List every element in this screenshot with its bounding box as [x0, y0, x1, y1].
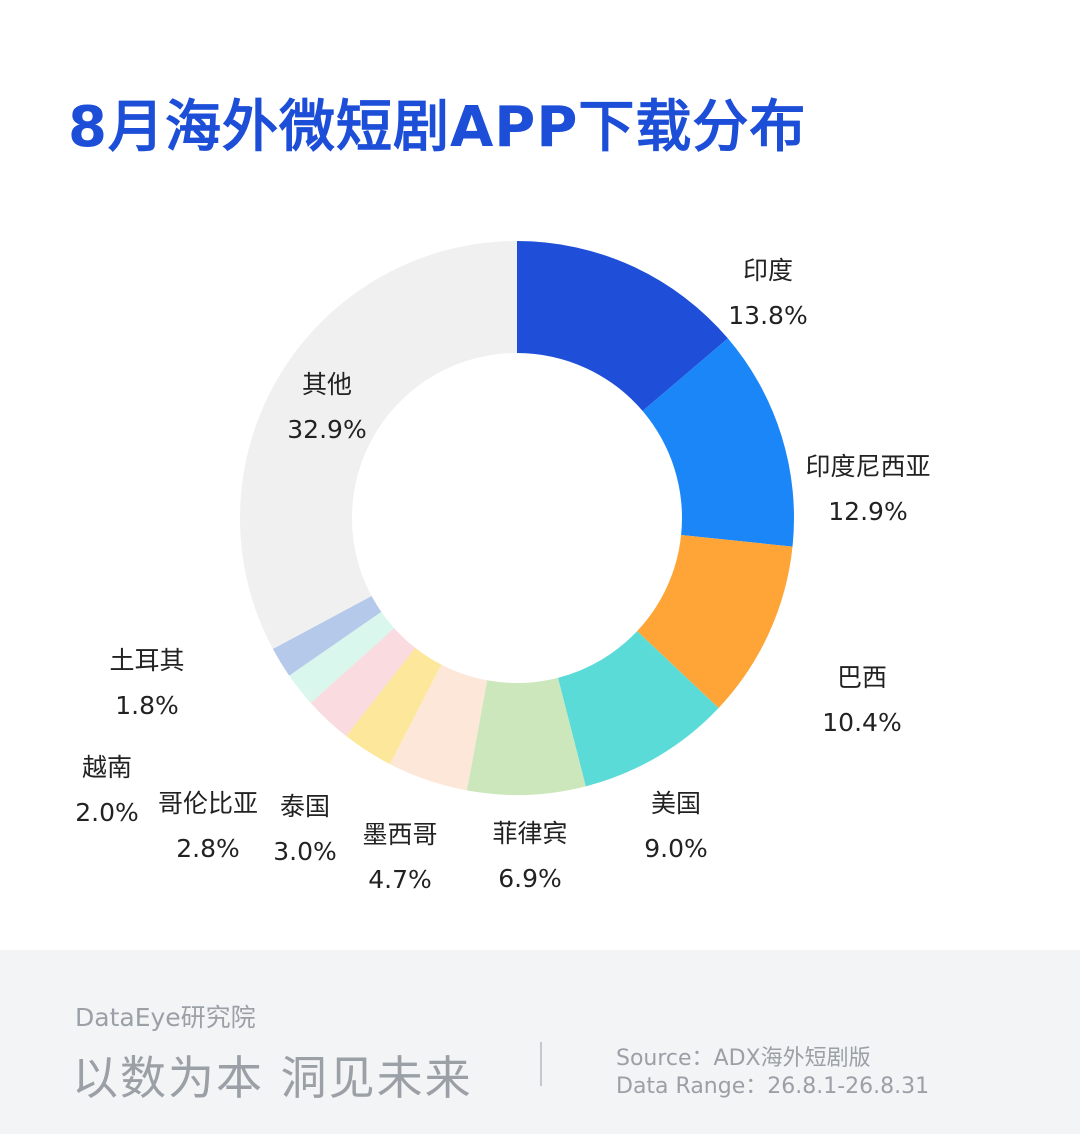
slice-label-8: 越南 [82, 753, 132, 782]
brand-name: DataEye研究院 [75, 1003, 256, 1032]
chart-title: 8月海外微短剧APP下载分布 [68, 95, 807, 160]
slice-value-8: 2.0% [75, 798, 139, 827]
slice-4 [466, 677, 586, 795]
slice-value-6: 3.0% [273, 837, 337, 866]
slice-label-0: 印度 [743, 256, 793, 285]
slice-value-1: 12.9% [828, 497, 907, 526]
source-text: Source：ADX海外短剧版 [616, 1046, 871, 1071]
slice-9 [272, 595, 382, 676]
donut-chart: 印度 13.8% 印度尼西亚 12.9% 巴西 10.4% 美国 9.0% 菲律宾 6.9% 墨西哥… [75, 241, 931, 894]
slice-6 [346, 647, 442, 765]
slice-1 [642, 338, 794, 547]
slice-7 [310, 628, 416, 737]
slice-value-3: 9.0% [644, 834, 708, 863]
slice-label-7: 哥伦比亚 [158, 789, 258, 818]
slice-label-2: 巴西 [837, 663, 887, 692]
slice-3 [557, 631, 719, 787]
slice-value-5: 4.7% [368, 865, 432, 894]
slice-0 [517, 241, 728, 412]
slice-5 [389, 664, 488, 791]
slice-label-1: 印度尼西亚 [805, 452, 930, 481]
slice-label-5: 墨西哥 [362, 820, 437, 849]
slice-2 [637, 535, 793, 708]
slogan: 以数为本 洞见未来 [72, 1051, 473, 1105]
slice-label-9: 土耳其 [109, 646, 184, 675]
slice-label-10: 其他 [302, 370, 352, 399]
slice-label-3: 美国 [651, 789, 701, 818]
slice-value-0: 13.8% [728, 301, 807, 330]
slice-value-10: 32.9% [287, 415, 366, 444]
slice-value-7: 2.8% [176, 834, 240, 863]
slice-label-6: 泰国 [280, 792, 330, 821]
footer-divider [540, 1042, 542, 1086]
footer: DataEye研究院 以数为本 洞见未来 Source：ADX海外短剧版 Dat… [0, 950, 1080, 1134]
slice-value-9: 1.8% [115, 691, 179, 720]
slice-8 [289, 611, 395, 703]
date-range-text: Data Range：26.8.1-26.8.31 [616, 1074, 930, 1099]
slice-label-4: 菲律宾 [492, 819, 567, 848]
slice-10 [240, 241, 518, 649]
slice-value-4: 6.9% [498, 864, 562, 893]
slice-value-2: 10.4% [822, 708, 901, 737]
